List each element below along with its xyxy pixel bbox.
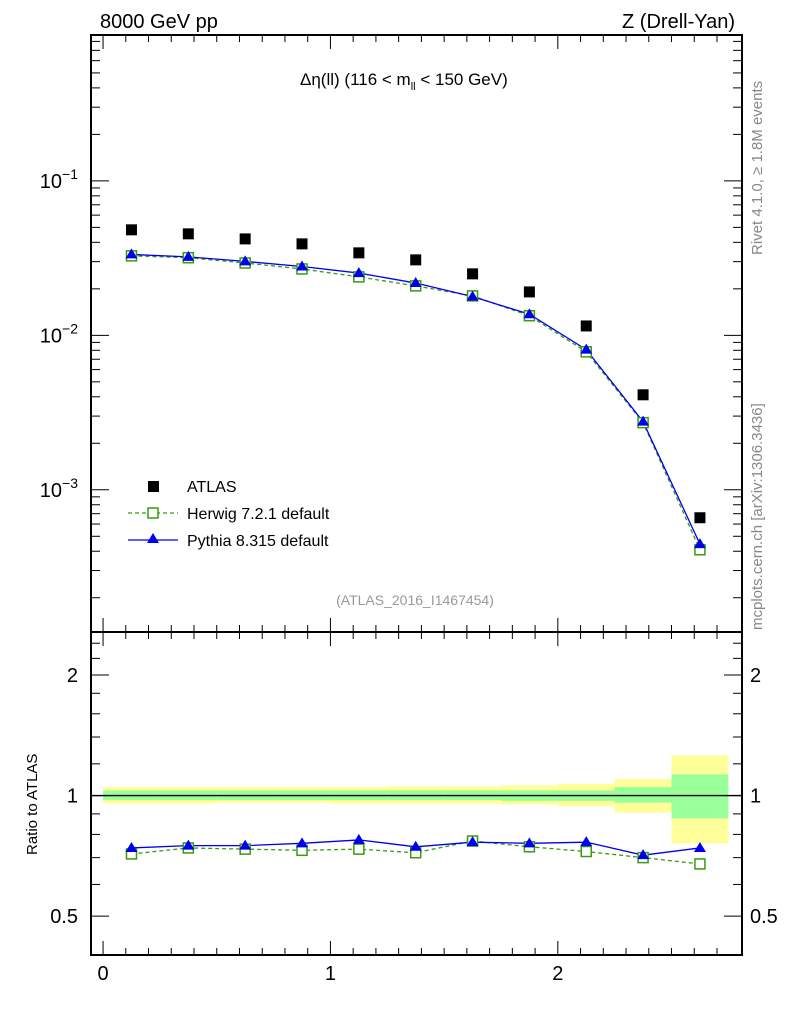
y-tick-label: 10−2	[40, 320, 78, 347]
ratio-pythia-point	[637, 849, 650, 860]
pythia-point	[466, 290, 479, 301]
analysis-label: (ATLAS_2016_I1467454)	[336, 592, 494, 608]
x-tick-label: 2	[552, 963, 563, 985]
legend-herwig-marker	[147, 507, 159, 519]
mcplots-label: mcplots.cern.ch [arXiv:1306.3436]	[749, 403, 766, 630]
atlas-point	[523, 286, 535, 298]
pythia-point	[296, 260, 309, 271]
pythia-point	[239, 255, 252, 266]
pythia-point	[580, 343, 593, 354]
header-right: Z (Drell-Yan)	[622, 11, 735, 33]
pythia-point	[352, 267, 365, 278]
ratio-pythia-point	[239, 839, 252, 850]
ratio-band-green	[614, 787, 672, 803]
pythia-point	[523, 308, 536, 319]
ratio-pythia-point	[580, 836, 593, 847]
herwig-line	[131, 255, 701, 551]
ratio-y-tick-label-right: 2	[750, 665, 761, 687]
legend-atlas-marker	[148, 481, 159, 492]
header-left: 8000 GeV pp	[100, 11, 218, 33]
atlas-point	[239, 233, 251, 245]
ratio-pythia-point	[352, 833, 365, 844]
legend-herwig-label: Herwig 7.2.1 default	[187, 506, 330, 523]
legend-pythia-label: Pythia 8.315 default	[187, 533, 329, 550]
legend: ATLAS Herwig 7.2.1 default Pythia 8.315 …	[128, 479, 330, 550]
atlas-point	[125, 224, 137, 236]
ratio-ylabel: Ratio to ATLAS	[24, 754, 41, 855]
x-tick-label: 0	[97, 963, 108, 985]
atlas-point	[410, 254, 422, 266]
atlas-point	[353, 247, 365, 259]
ratio-band-green	[671, 774, 729, 819]
ratio-pythia-point	[523, 837, 536, 848]
ratio-y-tick-label-right: 1	[750, 786, 761, 808]
pythia-point	[693, 538, 706, 549]
ratio-pythia-point	[296, 837, 309, 848]
ratio-herwig-point	[694, 858, 706, 870]
atlas-point	[296, 238, 308, 250]
ratio-y-tick-label-left: 2	[67, 665, 78, 687]
legend-pythia-marker	[147, 533, 159, 543]
pythia-point	[409, 277, 422, 288]
ratio-pythia-point	[182, 839, 195, 850]
ratio-frame	[90, 631, 743, 956]
rivet-label: Rivet 4.1.0, ≥ 1.8M events	[749, 81, 766, 255]
atlas-point	[467, 268, 479, 280]
pythia-point	[637, 415, 650, 426]
ratio-pythia-point	[125, 841, 138, 852]
atlas-point	[580, 320, 592, 332]
ratio-herwig-point	[353, 843, 365, 855]
atlas-point	[694, 512, 706, 524]
atlas-point	[637, 389, 649, 401]
pythia-point	[125, 248, 138, 259]
ratio-y-tick-label-left: 1	[67, 786, 78, 808]
ratio-pythia-point	[409, 840, 422, 851]
legend-atlas-label: ATLAS	[187, 479, 237, 496]
main-title: Δη(ll) (116 < mll < 150 GeV)	[300, 70, 508, 93]
ratio-pythia-point	[466, 836, 479, 847]
ratio-y-tick-label-left: 0.5	[50, 906, 78, 928]
ratio-herwig-point	[580, 845, 592, 858]
ratio-pythia-point	[693, 841, 706, 852]
x-tick-label: 1	[325, 963, 336, 985]
ratio-y-tick-label-right: 0.5	[750, 906, 778, 928]
y-tick-label: 10−3	[40, 475, 78, 502]
pythia-point	[182, 250, 195, 261]
atlas-point	[182, 228, 194, 240]
pythia-line	[131, 253, 701, 545]
y-tick-label: 10−1	[40, 166, 78, 193]
